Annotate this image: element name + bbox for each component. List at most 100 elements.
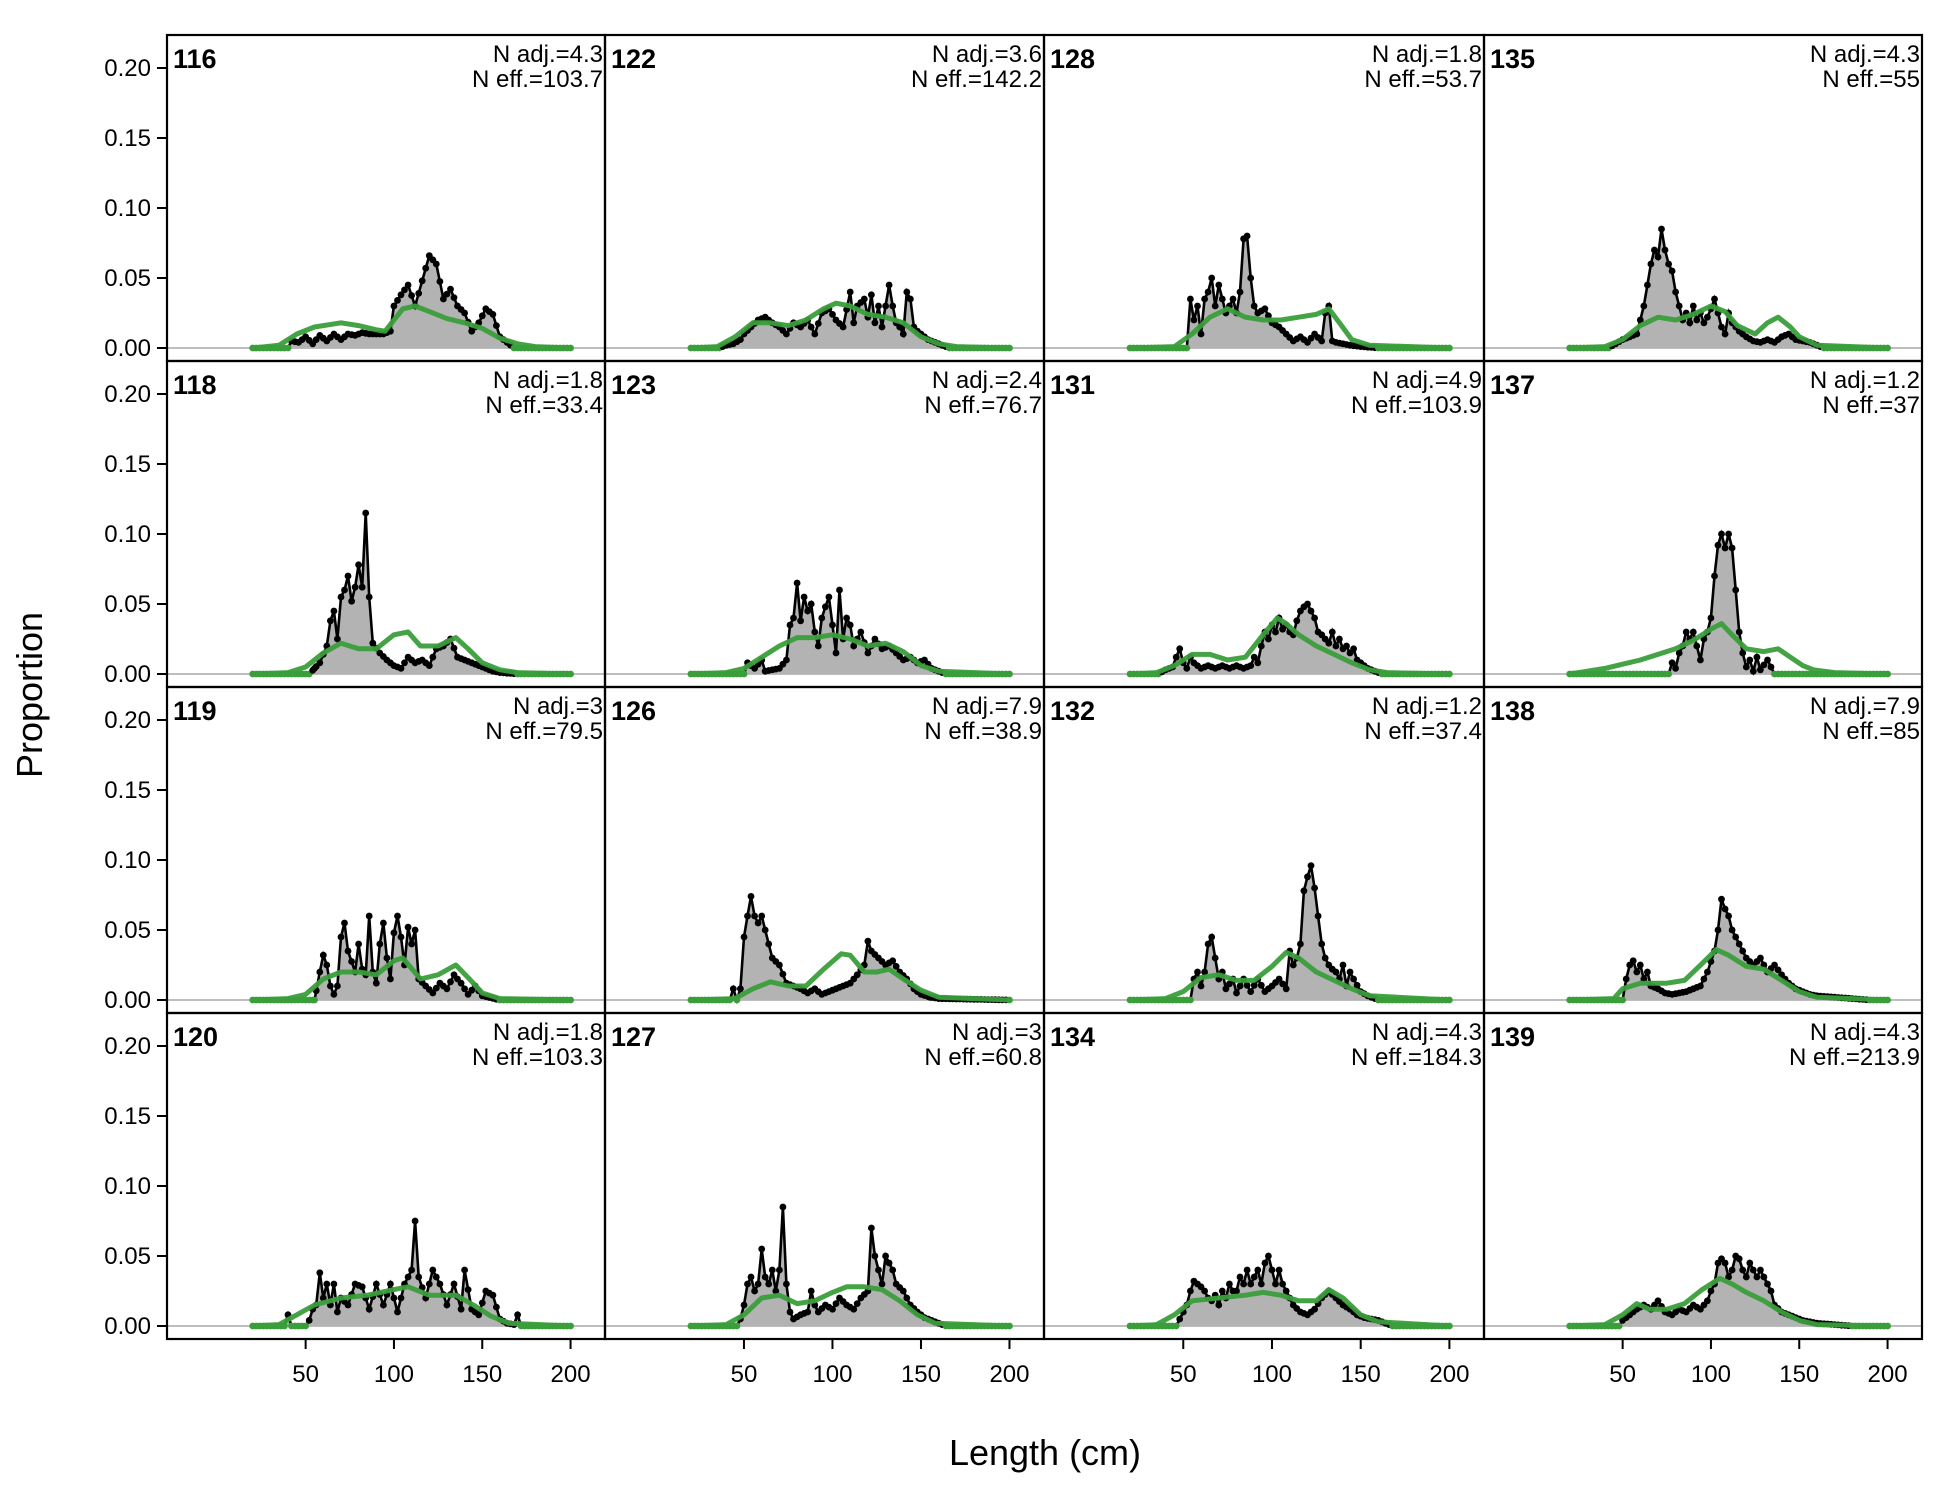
observed-point — [744, 1280, 751, 1288]
observed-point — [1654, 253, 1662, 261]
observed-point — [846, 288, 854, 296]
observed-point — [1633, 968, 1641, 976]
panel-id-label: 132 — [1050, 696, 1095, 726]
observed-point — [344, 572, 352, 580]
observed-point — [1176, 645, 1184, 653]
n-eff-label: N eff.=53.7 — [1364, 66, 1482, 93]
observed-point — [344, 947, 352, 955]
y-tick-label: 0.05 — [104, 591, 151, 618]
observed-point — [889, 957, 897, 965]
x-tick-label: 150 — [901, 1361, 941, 1388]
observed-point — [443, 1301, 451, 1309]
observed-point — [1257, 981, 1265, 989]
observed-point — [772, 1287, 780, 1295]
observed-point — [1279, 980, 1286, 988]
panel-id-label: 138 — [1490, 696, 1535, 726]
y-tick-label: 0.00 — [104, 1313, 151, 1340]
observed-point — [1268, 1266, 1276, 1274]
observed-point — [461, 309, 468, 317]
observed-point — [1760, 1273, 1768, 1281]
observed-point — [1187, 996, 1194, 1004]
expected-line — [252, 1284, 571, 1329]
panel-id-label: 126 — [611, 696, 656, 726]
observed-point — [302, 1322, 309, 1330]
observed-point — [729, 985, 737, 993]
observed-point — [1247, 1280, 1255, 1288]
observed-point — [358, 1283, 366, 1291]
y-tick-label: 0.05 — [104, 1243, 151, 1270]
panel-id-label: 123 — [611, 370, 656, 400]
observed-point — [334, 1308, 341, 1316]
observed-point — [1254, 1266, 1262, 1274]
observed-point — [316, 968, 324, 976]
panel-123: 123 N adj.=2.4N eff.=76.7 — [605, 367, 1044, 678]
observed-point — [868, 1224, 875, 1232]
observed-point — [1204, 288, 1212, 296]
observed-point — [1764, 1280, 1771, 1288]
observed-point — [408, 292, 415, 299]
observed-point — [1211, 302, 1219, 310]
observed-point — [899, 330, 907, 338]
panel-134: 134 N adj.=4.3N eff.=184.3 — [1044, 1019, 1484, 1330]
observed-point — [1243, 1266, 1251, 1274]
observed-point — [765, 1280, 773, 1288]
observed-point — [1746, 1259, 1754, 1267]
n-adj-label: N adj.=7.9 — [932, 693, 1042, 720]
panel-id-label: 118 — [173, 370, 217, 400]
observed-point — [1644, 281, 1651, 289]
observed-point — [1739, 649, 1747, 657]
observed-point — [1314, 912, 1322, 920]
observed-point — [871, 319, 879, 327]
observed-point — [857, 628, 865, 636]
observed-point — [1636, 961, 1644, 969]
observed-point — [436, 1280, 444, 1288]
observed-point — [761, 926, 769, 934]
observed-point — [334, 982, 341, 990]
observed-point — [348, 958, 355, 965]
y-tick-label: 0.10 — [104, 847, 151, 874]
observed-area — [1130, 1256, 1450, 1326]
observed-point — [1201, 295, 1208, 303]
y-tick-label: 0.10 — [104, 195, 151, 222]
observed-point — [365, 593, 373, 601]
observed-point — [337, 593, 345, 601]
observed-point — [376, 940, 384, 948]
observed-point — [1328, 628, 1336, 636]
y-tick-label: 0.00 — [104, 661, 151, 688]
observed-area — [1569, 899, 1888, 1000]
observed-point — [1697, 982, 1704, 990]
observed-point — [1644, 968, 1651, 976]
observed-point — [440, 295, 447, 303]
observed-point — [404, 281, 412, 289]
observed-point — [1304, 873, 1311, 881]
observed-point — [1222, 985, 1230, 993]
observed-point — [447, 978, 454, 986]
observed-point — [1774, 966, 1782, 974]
expected-line — [1569, 1275, 1888, 1329]
observed-point — [1272, 1280, 1279, 1288]
observed-point — [807, 1287, 815, 1295]
y-tick-label: 0.20 — [104, 381, 151, 408]
observed-point — [1250, 653, 1258, 661]
observed-point — [1194, 302, 1201, 310]
observed-point — [1204, 940, 1212, 948]
x-tick-label: 50 — [731, 1361, 758, 1388]
observed-point — [850, 642, 858, 650]
observed-point — [369, 639, 377, 647]
panel-131: 131 N adj.=4.9N eff.=103.9 — [1044, 367, 1484, 678]
observed-point — [1218, 1287, 1226, 1295]
observed-point — [1321, 954, 1329, 962]
observed-point — [1753, 1273, 1761, 1281]
panel-127: 127 N adj.=3N eff.=60.8 — [605, 1019, 1044, 1330]
observed-point — [1640, 302, 1648, 310]
observed-point — [1282, 1287, 1290, 1295]
observed-point — [754, 919, 762, 927]
observed-point — [1721, 330, 1729, 338]
n-adj-label: N adj.=1.8 — [1372, 41, 1482, 68]
observed-point — [1711, 295, 1718, 303]
observed-point — [1339, 961, 1347, 969]
observed-point — [1622, 975, 1630, 983]
observed-point — [316, 659, 324, 667]
panel-116: 116 N adj.=4.3N eff.=103.7 — [167, 41, 605, 352]
